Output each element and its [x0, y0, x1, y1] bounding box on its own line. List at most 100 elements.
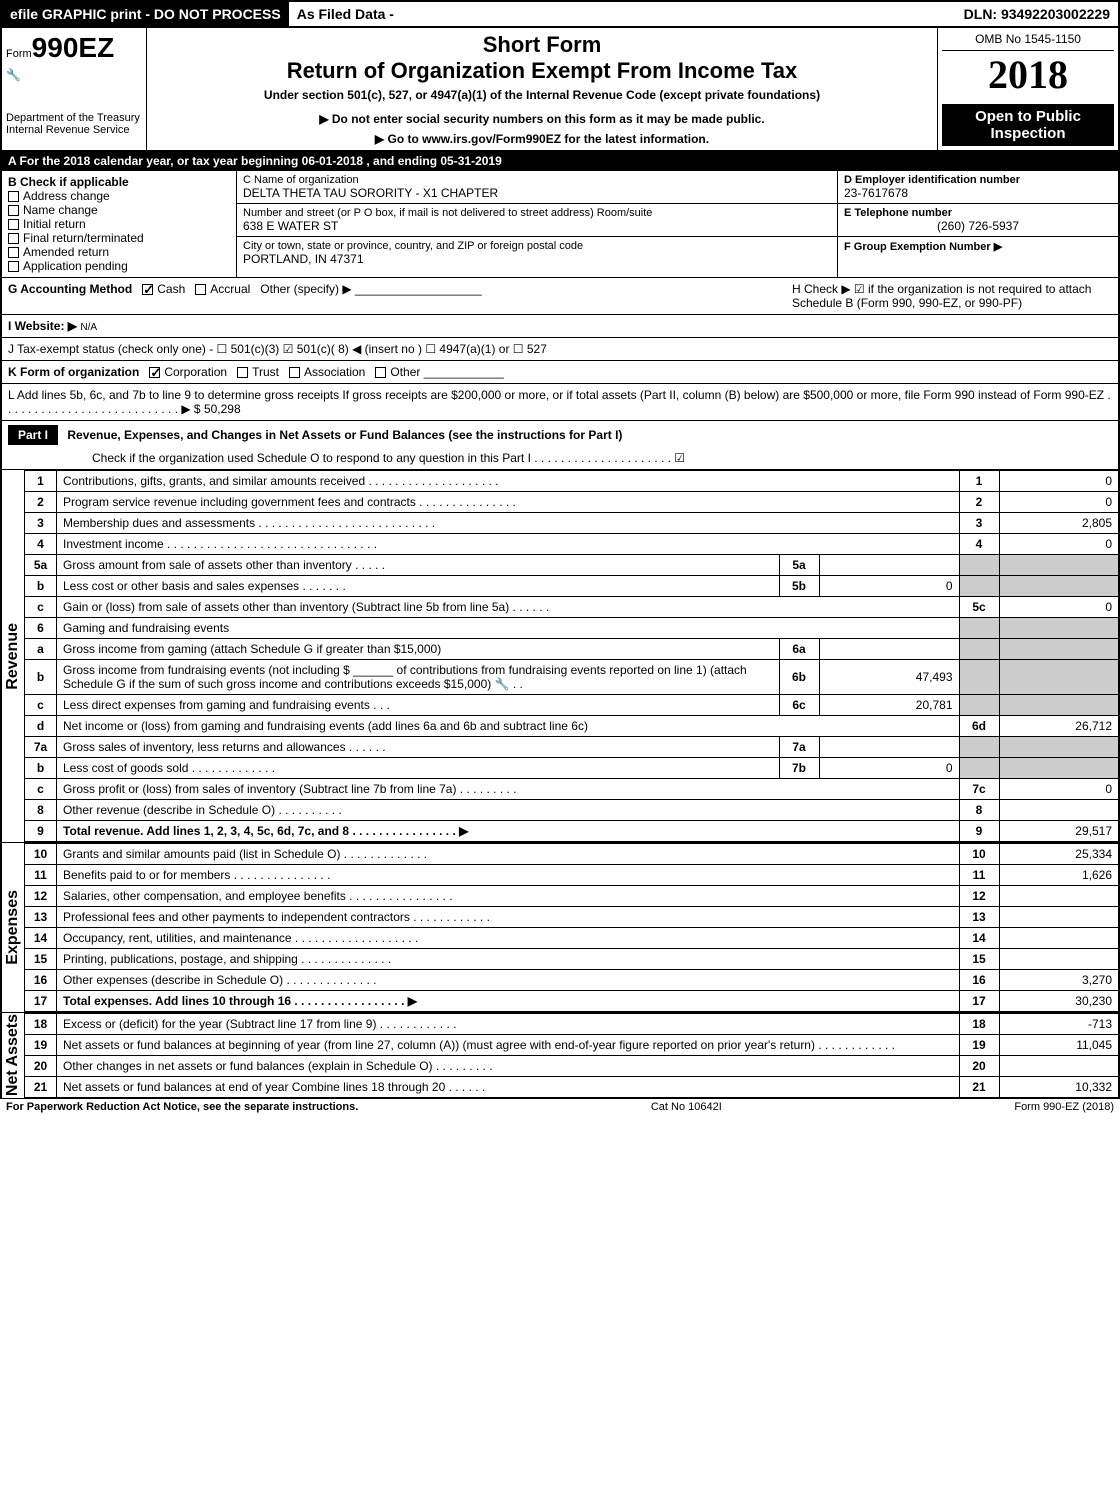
- line-6: 6Gaming and fundraising events: [25, 618, 1120, 639]
- line-7b: bLess cost of goods sold . . . . . . . .…: [25, 758, 1120, 779]
- chk-amended[interactable]: [8, 247, 19, 258]
- dept-label: Department of the Treasury: [6, 112, 142, 124]
- lbl-cash: Cash: [157, 282, 185, 296]
- chk-corp[interactable]: [149, 367, 160, 378]
- line-10: 10Grants and similar amounts paid (list …: [25, 844, 1120, 865]
- box-i-label: I Website: ▶: [8, 319, 77, 333]
- line-15: 15Printing, publications, postage, and s…: [25, 949, 1120, 970]
- chk-trust[interactable]: [237, 367, 248, 378]
- form-ref: Form 990-EZ (2018): [1014, 1101, 1114, 1113]
- box-b: B Check if applicable Address change Nam…: [2, 171, 237, 277]
- line-2: 2Program service revenue including gover…: [25, 492, 1120, 513]
- line-20: 20Other changes in net assets or fund ba…: [25, 1056, 1120, 1077]
- revenue-table: 1Contributions, gifts, grants, and simil…: [24, 470, 1120, 843]
- box-g-label: G Accounting Method: [8, 282, 132, 296]
- paperwork-notice: For Paperwork Reduction Act Notice, see …: [6, 1101, 358, 1113]
- line-5b: bLess cost or other basis and sales expe…: [25, 576, 1120, 597]
- lbl-final: Final return/terminated: [23, 231, 144, 245]
- lbl-other: Other (specify) ▶: [260, 282, 351, 296]
- chk-final[interactable]: [8, 233, 19, 244]
- line-8: 8Other revenue (describe in Schedule O) …: [25, 800, 1120, 821]
- chk-kother[interactable]: [375, 367, 386, 378]
- tax-year-row: A For the 2018 calendar year, or tax yea…: [0, 152, 1120, 171]
- form-title: Return of Organization Exempt From Incom…: [153, 58, 931, 84]
- as-filed-label: As Filed Data -: [289, 2, 402, 26]
- chk-name[interactable]: [8, 205, 19, 216]
- line-7a: 7aGross sales of inventory, less returns…: [25, 737, 1120, 758]
- form-header: Form990EZ 🔧 Department of the Treasury I…: [0, 28, 1120, 152]
- line-14: 14Occupancy, rent, utilities, and mainte…: [25, 928, 1120, 949]
- chk-initial[interactable]: [8, 219, 19, 230]
- open-to-public: Open to Public Inspection: [942, 104, 1114, 146]
- row-j: J Tax-exempt status (check only one) - ☐…: [0, 338, 1120, 361]
- row-l: L Add lines 5b, 6c, and 7b to line 9 to …: [0, 384, 1120, 421]
- under-section: Under section 501(c), 527, or 4947(a)(1)…: [153, 88, 931, 102]
- form-number-block: Form990EZ 🔧 Department of the Treasury I…: [2, 28, 147, 150]
- netassets-table: 18Excess or (deficit) for the year (Subt…: [24, 1013, 1120, 1099]
- line-4: 4Investment income . . . . . . . . . . .…: [25, 534, 1120, 555]
- box-c-label: C Name of organization: [243, 174, 831, 186]
- revenue-vlabel: Revenue: [0, 470, 24, 843]
- line-12: 12Salaries, other compensation, and empl…: [25, 886, 1120, 907]
- line-21: 21Net assets or fund balances at end of …: [25, 1077, 1120, 1099]
- lbl-initial: Initial return: [23, 217, 86, 231]
- line-1: 1Contributions, gifts, grants, and simil…: [25, 471, 1120, 492]
- expenses-table: 10Grants and similar amounts paid (list …: [24, 843, 1120, 1013]
- line-13: 13Professional fees and other payments t…: [25, 907, 1120, 928]
- chk-accrual[interactable]: [195, 284, 206, 295]
- row-k: K Form of organization Corporation Trust…: [0, 361, 1120, 384]
- page-footer: For Paperwork Reduction Act Notice, see …: [0, 1099, 1120, 1115]
- lbl-trust: Trust: [252, 365, 279, 379]
- city-value: PORTLAND, IN 47371: [243, 252, 831, 266]
- part1-sub: Check if the organization used Schedule …: [2, 449, 1118, 469]
- line-6a: aGross income from gaming (attach Schedu…: [25, 639, 1120, 660]
- box-c: C Name of organization DELTA THETA TAU S…: [237, 171, 838, 277]
- form-number: 990EZ: [32, 32, 115, 63]
- website-value: N/A: [80, 322, 97, 333]
- box-f-label: F Group Exemption Number ▶: [844, 240, 1112, 253]
- org-name: DELTA THETA TAU SORORITY - X1 CHAPTER: [243, 186, 831, 200]
- box-e-label: E Telephone number: [844, 207, 1112, 219]
- ein-value: 23-7617678: [844, 186, 1112, 200]
- line-6c: cLess direct expenses from gaming and fu…: [25, 695, 1120, 716]
- irs-label: Internal Revenue Service: [6, 124, 142, 136]
- street-value: 638 E WATER ST: [243, 219, 831, 233]
- lbl-corp: Corporation: [164, 365, 227, 379]
- revenue-section: Revenue 1Contributions, gifts, grants, a…: [0, 470, 1120, 843]
- line-11: 11Benefits paid to or for members . . . …: [25, 865, 1120, 886]
- lbl-assoc: Association: [304, 365, 365, 379]
- netassets-vlabel: Net Assets: [0, 1013, 24, 1099]
- netassets-section: Net Assets 18Excess or (deficit) for the…: [0, 1013, 1120, 1099]
- line-19: 19Net assets or fund balances at beginni…: [25, 1035, 1120, 1056]
- entity-block: B Check if applicable Address change Nam…: [0, 171, 1120, 278]
- line-17: 17Total expenses. Add lines 10 through 1…: [25, 991, 1120, 1013]
- chk-assoc[interactable]: [289, 367, 300, 378]
- chk-address[interactable]: [8, 191, 19, 202]
- tax-year: 2018: [942, 51, 1114, 98]
- lbl-accrual: Accrual: [210, 282, 250, 296]
- box-def: D Employer identification number 23-7617…: [838, 171, 1118, 277]
- phone-value: (260) 726-5937: [844, 219, 1112, 233]
- cat-no: Cat No 10642I: [358, 1101, 1014, 1113]
- street-label: Number and street (or P O box, if mail i…: [243, 207, 831, 219]
- form-prefix: Form: [6, 48, 32, 60]
- goto-link: ▶ Go to www.irs.gov/Form990EZ for the la…: [153, 132, 931, 146]
- chk-cash[interactable]: [142, 284, 153, 295]
- part1-header: Part I Revenue, Expenses, and Changes in…: [0, 421, 1120, 470]
- expenses-section: Expenses 10Grants and similar amounts pa…: [0, 843, 1120, 1013]
- box-h: H Check ▶ ☑ if the organization is not r…: [792, 282, 1112, 310]
- omb-number: OMB No 1545-1150: [942, 32, 1114, 51]
- short-form-label: Short Form: [153, 32, 931, 58]
- line-6d: dNet income or (loss) from gaming and fu…: [25, 716, 1120, 737]
- box-b-label: B Check if applicable: [8, 175, 230, 189]
- efile-graphic-label: efile GRAPHIC print - DO NOT PROCESS: [2, 2, 289, 26]
- omb-year-block: OMB No 1545-1150 2018 Open to Public Ins…: [938, 28, 1118, 150]
- lbl-address: Address change: [23, 189, 110, 203]
- part1-label: Part I: [8, 425, 58, 445]
- lbl-amended: Amended return: [23, 245, 109, 259]
- line-18: 18Excess or (deficit) for the year (Subt…: [25, 1014, 1120, 1035]
- row-i: I Website: ▶ N/A: [0, 315, 1120, 338]
- ssn-warning: ▶ Do not enter social security numbers o…: [153, 112, 931, 126]
- chk-pending[interactable]: [8, 261, 19, 272]
- lbl-pending: Application pending: [23, 259, 128, 273]
